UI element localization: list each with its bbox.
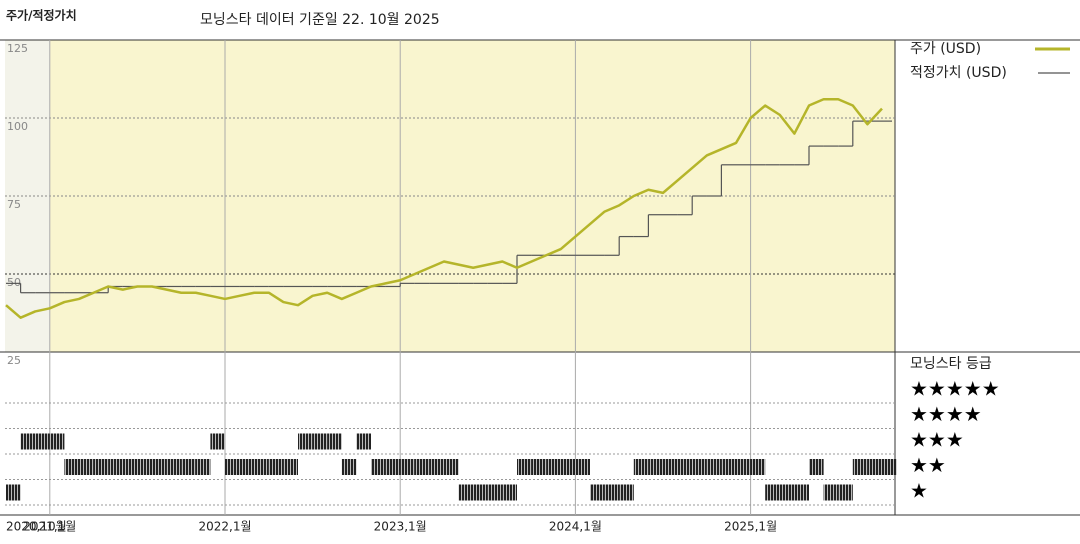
rating-bar (750, 459, 766, 475)
rating-bar (49, 433, 65, 450)
rating-bar (225, 459, 240, 475)
rating-bar (166, 459, 182, 475)
rating-bar (706, 459, 722, 475)
price-line (5, 98, 883, 319)
x-tick-label: 2022,1월 (198, 520, 251, 534)
chart-title: 주가/적정가치 (6, 8, 77, 23)
rating-label: ★★ (910, 453, 946, 477)
x-tick-label: 2020,10월 (6, 520, 67, 534)
rating-bar (371, 459, 386, 475)
x-tick-label: 2023,1월 (374, 520, 427, 534)
rating-bar (400, 459, 415, 475)
rating-bar (356, 433, 371, 450)
rating-bar (298, 433, 313, 450)
rating-label: ★★★ (910, 428, 964, 452)
rating-bar (458, 484, 474, 501)
rating-bar (429, 459, 444, 475)
rating-bar (546, 459, 561, 475)
rating-bar (604, 484, 620, 501)
rating-bar (473, 484, 488, 501)
rating-bar (312, 433, 328, 450)
rating-bar (254, 459, 269, 475)
rating-bar (6, 484, 21, 501)
rating-bar (677, 459, 693, 475)
rating-bar (327, 433, 342, 450)
rating-bar (852, 459, 868, 475)
x-tick-label: 2021,1월 (23, 520, 76, 534)
rating-bar (122, 459, 138, 475)
legend-label: 주가 (USD) (910, 41, 981, 57)
rating-bar (93, 459, 109, 475)
rating-bar (531, 459, 547, 475)
rating-label: ★★★★★ (910, 377, 1000, 401)
x-tick-label: 2025,1월 (724, 520, 777, 534)
rating-bar (414, 459, 430, 475)
rating-bar (487, 484, 503, 501)
rating-bar (619, 484, 634, 501)
legend-label: 적정가치 (USD) (910, 65, 1007, 81)
rating-bar (590, 484, 605, 501)
chart-subtitle: 모닝스타 데이터 기준일 22. 10월 2025 (200, 12, 440, 28)
plot-background-left (5, 40, 50, 352)
rating-bar (108, 459, 123, 475)
rating-bar (341, 459, 357, 475)
rating-bar (137, 459, 152, 475)
rating-title: 모닝스타 등급 (910, 356, 992, 372)
rating-bar (20, 433, 36, 450)
rating-bar (765, 484, 780, 501)
rating-bar (648, 459, 663, 475)
rating-label: ★★★★ (910, 402, 982, 426)
rating-label: ★ (910, 479, 928, 503)
rating-bar (560, 459, 576, 475)
rating-bar (867, 459, 882, 475)
rating-bar (79, 459, 94, 475)
rating-bar (35, 433, 50, 450)
rating-bar (794, 484, 809, 501)
rating-bar (64, 459, 79, 475)
y-tick-label: 125 (7, 42, 28, 55)
rating-bar (809, 459, 824, 475)
rating-bar (838, 484, 853, 501)
rating-bar (181, 459, 196, 475)
rating-bar (385, 459, 401, 475)
rating-bar (268, 459, 284, 475)
rating-bar (663, 459, 678, 475)
rating-bar (823, 484, 839, 501)
rating-bar (239, 459, 255, 475)
rating-bar (195, 459, 211, 475)
rating-bar (517, 459, 532, 475)
rating-bar (721, 459, 736, 475)
y-tick-label: 100 (7, 120, 28, 133)
x-tick-label: 2024,1월 (549, 520, 602, 534)
y-tick-label: 75 (7, 198, 21, 211)
rating-bar (444, 459, 459, 475)
rating-bar (152, 459, 167, 475)
rating-bar (882, 459, 897, 475)
rating-bar (779, 484, 795, 501)
rating-bar (575, 459, 590, 475)
rating-bar (283, 459, 298, 475)
rating-bar (692, 459, 707, 475)
rating-bar (210, 433, 225, 450)
y-tick-label: 50 (7, 276, 21, 289)
y-tick-label: 25 (7, 354, 21, 367)
rating-bar (502, 484, 517, 501)
rating-bar (736, 459, 751, 475)
rating-bar (633, 459, 649, 475)
